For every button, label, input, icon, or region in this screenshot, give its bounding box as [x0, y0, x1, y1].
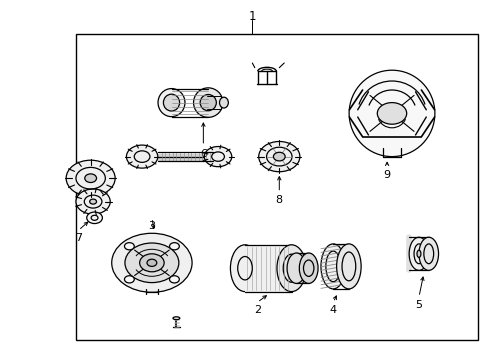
Ellipse shape	[158, 89, 185, 117]
Ellipse shape	[299, 253, 318, 283]
Circle shape	[112, 233, 192, 292]
Text: 6: 6	[200, 149, 207, 159]
Circle shape	[204, 147, 232, 167]
Circle shape	[124, 276, 134, 283]
Ellipse shape	[194, 88, 223, 117]
Circle shape	[124, 243, 134, 250]
Circle shape	[170, 276, 179, 283]
Text: 7: 7	[75, 233, 82, 243]
Circle shape	[76, 189, 110, 214]
Circle shape	[125, 243, 179, 283]
Ellipse shape	[417, 250, 421, 257]
Text: 2: 2	[254, 305, 261, 315]
Circle shape	[259, 141, 300, 172]
Ellipse shape	[419, 237, 439, 270]
Circle shape	[147, 259, 157, 266]
Ellipse shape	[321, 244, 345, 289]
Ellipse shape	[409, 237, 429, 270]
Ellipse shape	[337, 244, 361, 289]
Ellipse shape	[220, 97, 228, 108]
Text: 9: 9	[384, 170, 391, 180]
Text: 5: 5	[416, 300, 422, 310]
Text: 8: 8	[276, 195, 283, 206]
Bar	[245, 245, 292, 292]
Circle shape	[126, 145, 158, 168]
Ellipse shape	[163, 94, 179, 111]
Circle shape	[66, 160, 115, 196]
Circle shape	[170, 243, 179, 250]
Circle shape	[273, 152, 285, 161]
Ellipse shape	[349, 70, 435, 157]
Ellipse shape	[173, 317, 180, 320]
Text: 1: 1	[248, 10, 256, 23]
Circle shape	[87, 212, 102, 224]
Ellipse shape	[287, 253, 306, 283]
Circle shape	[140, 254, 164, 272]
Ellipse shape	[230, 245, 260, 292]
Text: 3: 3	[148, 221, 155, 231]
Circle shape	[377, 103, 407, 124]
Ellipse shape	[200, 94, 217, 111]
Ellipse shape	[277, 245, 306, 292]
Circle shape	[85, 174, 97, 183]
Circle shape	[90, 199, 97, 204]
Text: 4: 4	[330, 305, 337, 315]
Bar	[76, 34, 478, 340]
